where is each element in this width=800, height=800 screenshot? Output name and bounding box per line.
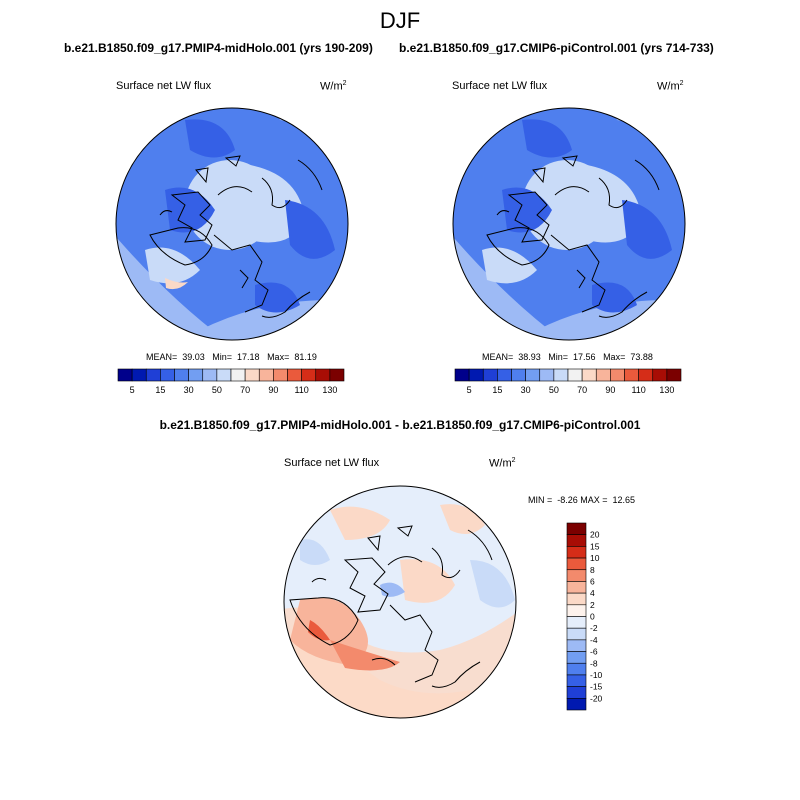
map-difference [283, 485, 517, 719]
colorbar-diff-swatch [566, 592, 587, 606]
colorbar-right-tick-label: 30 [521, 385, 531, 395]
colorbar-left-tick-label: 15 [155, 385, 165, 395]
colorbar-left-swatch [117, 368, 133, 382]
colorbar-left-tick-label: 30 [184, 385, 194, 395]
colorbar-diff-swatch [566, 639, 587, 652]
colorbar-left-tick-label: 5 [130, 385, 135, 395]
panel-left-units: W/m2 [320, 80, 347, 93]
panel-right-stats: MEAN= 38.93 Min= 17.56 Max= 73.88 [482, 352, 653, 362]
colorbar-right-swatch [567, 368, 583, 382]
colorbar-left-swatch [131, 368, 147, 382]
colorbar-left-tick-label: 130 [322, 385, 337, 395]
panel-right-units: W/m2 [657, 80, 684, 93]
colorbar-diff-swatch [566, 674, 587, 687]
difference-title: b.e21.B1850.f09_g17.PMIP4-midHolo.001 - … [159, 418, 641, 432]
panel-left-stats: MEAN= 39.03 Min= 17.18 Max= 81.19 [146, 352, 317, 362]
colorbar-left-swatch [329, 368, 345, 382]
colorbar-diff-tick-label: 0 [590, 612, 595, 622]
colorbar-right-tick-label: 50 [549, 385, 559, 395]
diff-variable-label: Surface net LW flux [284, 457, 380, 469]
colorbar-right-swatch [454, 368, 470, 382]
colorbar-left-swatch [145, 368, 161, 382]
colorbar-left: 5 15 30 50 70 90 110 130 [117, 368, 345, 395]
colorbar-right-swatch [595, 368, 611, 382]
colorbar-left-tick-label: 110 [294, 385, 308, 395]
colorbar-left-swatch [230, 368, 246, 382]
colorbar-diff-swatch [566, 569, 587, 582]
colorbar-left-swatch [273, 368, 288, 382]
colorbar-left-swatch [258, 368, 274, 382]
colorbar-left-swatch [202, 368, 218, 382]
colorbar-diff-swatch [566, 627, 587, 641]
colorbar-right-tick-label: 5 [467, 385, 472, 395]
colorbar-diff-tick-label: 6 [590, 576, 595, 586]
colorbar-left-swatch [174, 368, 189, 382]
colorbar-diff-tick-label: 10 [590, 553, 600, 563]
colorbar-diff-swatch [566, 616, 587, 629]
colorbar-right-tick-label: 15 [492, 385, 502, 395]
colorbar-left-swatch [301, 368, 317, 382]
colorbar-diff-swatch [566, 604, 587, 617]
colorbar-diff-tick-label: -4 [590, 635, 598, 645]
colorbar-left-swatch [188, 368, 204, 382]
panel-left-case-title: b.e21.B1850.f09_g17.PMIP4-midHolo.001 (y… [64, 41, 373, 55]
panel-right-case-title: b.e21.B1850.f09_g17.CMIP6-piControl.001 … [399, 41, 714, 55]
colorbar-right-tick-label: 90 [605, 385, 615, 395]
colorbar-right-swatch [610, 368, 625, 382]
page-title: DJF [379, 8, 421, 33]
colorbar-right-swatch [638, 368, 654, 382]
colorbar-right: 5 15 30 50 70 90 110 130 [454, 368, 682, 395]
panel-left-variable-label: Surface net LW flux [116, 80, 212, 92]
colorbar-diff-tick-label: 15 [590, 541, 600, 551]
colorbar-diff-tick-label: 20 [590, 530, 600, 540]
colorbar-left-swatch [315, 368, 331, 382]
colorbar-diff-swatch [566, 686, 587, 699]
colorbar-right-tick-label: 70 [577, 385, 587, 395]
colorbar-diff-tick-label: 2 [590, 600, 595, 610]
colorbar-diff-tick-label: 8 [590, 565, 595, 575]
colorbar-diff-swatch [566, 698, 587, 711]
colorbar-right-tick-label: 110 [631, 385, 645, 395]
colorbar-right-swatch [525, 368, 541, 382]
colorbar-diff-tick-label: 4 [590, 588, 595, 598]
map-left-midholo [115, 107, 349, 341]
diff-stats: MIN = -8.26 MAX = 12.65 [528, 495, 636, 505]
colorbar-diff-swatch [566, 581, 587, 594]
colorbar-right-swatch [468, 368, 484, 382]
colorbar-left-tick-label: 50 [212, 385, 222, 395]
colorbar-left-swatch [244, 368, 260, 382]
colorbar-right-tick-label: 130 [659, 385, 674, 395]
colorbar-diff-tick-label: -6 [590, 647, 598, 657]
colorbar-diff-tick-label: -20 [590, 693, 603, 703]
colorbar-diff-tick-label: -10 [590, 670, 603, 680]
map-right-picontrol [452, 107, 686, 341]
colorbar-right-swatch [482, 368, 498, 382]
colorbar-right-swatch [624, 368, 639, 382]
colorbar-right-swatch [511, 368, 526, 382]
colorbar-diff-swatch [566, 651, 587, 664]
colorbar-diff-swatch [566, 546, 587, 559]
colorbar-diff-swatch [566, 522, 587, 535]
colorbar-diff-swatch [566, 662, 587, 676]
colorbar-diff-tick-label: -15 [590, 682, 603, 692]
colorbar-right-swatch [497, 368, 512, 382]
colorbar-diff-tick-label: -8 [590, 658, 598, 668]
colorbar-right-swatch [581, 368, 597, 382]
colorbar-diff-swatch [566, 557, 587, 571]
colorbar-right-swatch [666, 368, 682, 382]
colorbar-left-swatch [160, 368, 175, 382]
colorbar-left-swatch [216, 368, 232, 382]
colorbar-left-tick-label: 70 [240, 385, 250, 395]
colorbar-right-swatch [553, 368, 569, 382]
diff-units: W/m2 [489, 457, 516, 470]
colorbar-diff-swatch [566, 534, 587, 547]
colorbar-left-tick-label: 90 [268, 385, 278, 395]
colorbar-right-swatch [539, 368, 555, 382]
colorbar-left-swatch [287, 368, 302, 382]
colorbar-right-swatch [652, 368, 668, 382]
colorbar-diff-tick-label: -2 [590, 623, 598, 633]
panel-right-variable-label: Surface net LW flux [452, 80, 548, 92]
